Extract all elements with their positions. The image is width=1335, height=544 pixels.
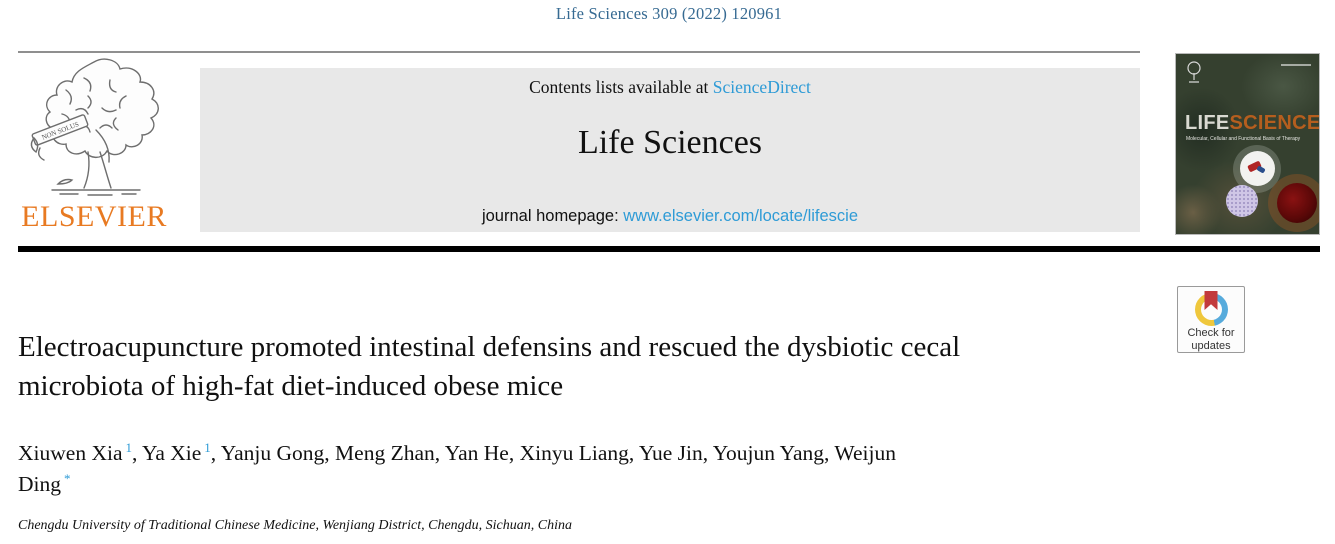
author-name: Youjun Yang	[712, 441, 825, 465]
author-superscript: 1	[125, 439, 133, 455]
homepage-link[interactable]: www.elsevier.com/locate/lifescie	[623, 207, 859, 225]
cover-microscopy-circle-white	[1240, 151, 1275, 186]
author-name: Ya Xie	[141, 441, 202, 465]
author-name: Xiuwen Xia	[18, 441, 123, 465]
cover-microscopy-circle-lavender	[1226, 185, 1258, 217]
author-name: Meng Zhan	[335, 441, 435, 465]
check-for-updates-badge[interactable]: Check for updates	[1177, 286, 1245, 353]
journal-title: Life Sciences	[577, 124, 763, 161]
journal-banner: Contents lists available at ScienceDirec…	[200, 68, 1140, 232]
journal-cover-thumbnail: LIFESCIENCES Molecular, Cellular and Fun…	[1175, 53, 1320, 235]
update-badge-label: Check for updates	[1178, 327, 1244, 352]
author-name: Yanju Gong	[220, 441, 325, 465]
journal-citation-header: Life Sciences 309 (2022) 120961	[555, 4, 783, 23]
cover-title-life: LIFE	[1185, 112, 1230, 134]
top-divider-rule	[18, 51, 1140, 53]
author-name: Yue Jin	[638, 441, 703, 465]
homepage-label: journal homepage:	[481, 207, 619, 225]
author-list: Xiuwen Xia 1, Ya Xie 1, Yanju Gong, Meng Z…	[18, 439, 896, 497]
elsevier-tree-logo-icon: NON SOLUS	[30, 58, 159, 196]
affiliation: Chengdu University of Traditional Chines…	[18, 518, 572, 533]
cover-issue-text	[1281, 64, 1311, 66]
contents-line: Contents lists available at ScienceDirec…	[200, 77, 1140, 98]
contents-line-text: Contents lists available at	[529, 77, 709, 97]
cover-title-sciences: SCIENCES	[1229, 112, 1320, 134]
author-name: Xinyu Liang	[519, 441, 629, 465]
sciencedirect-link[interactable]: ScienceDirect	[712, 77, 811, 97]
homepage-line: journal homepage: www.elsevier.com/locat…	[200, 207, 1140, 226]
bookmark-icon	[1204, 291, 1218, 310]
masthead-divider-bar	[18, 246, 1320, 252]
article-title: Electroacupuncture promoted intestinal d…	[18, 331, 961, 402]
author-name: Yan He	[444, 441, 509, 465]
cover-subtitle: Molecular, Cellular and Functional Basis…	[1186, 136, 1301, 142]
author-superscript: 1	[204, 439, 211, 455]
cover-elsevier-logo-icon	[1187, 61, 1201, 83]
update-badge-label-line1: Check for	[1187, 327, 1235, 339]
cover-title: LIFESCIENCES	[1185, 112, 1320, 135]
author-name: Weijun Ding	[18, 441, 896, 497]
cover-microscopy-circle-red	[1277, 183, 1317, 223]
elsevier-wordmark: ELSEVIER	[21, 200, 167, 233]
update-badge-ring-icon	[1194, 291, 1228, 326]
author-superscript: *	[64, 471, 71, 487]
elsevier-logo: NON SOLUS ELSEVIER	[18, 56, 170, 234]
update-badge-label-line2: updates	[1191, 339, 1231, 352]
